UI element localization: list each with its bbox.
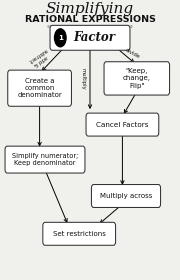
Text: ❊❊❊❊❊❊❊❊❊❊❊❊❊❊❊❊❊❊❊❊❊❊❊❊: ❊❊❊❊❊❊❊❊❊❊❊❊❊❊❊❊❊❊❊❊❊❊❊❊: [46, 25, 134, 29]
Text: add &
subtract: add & subtract: [27, 47, 51, 69]
Text: Factor: Factor: [73, 31, 116, 44]
Text: Cancel Factors: Cancel Factors: [96, 122, 149, 128]
Text: Simplifying: Simplifying: [46, 2, 134, 16]
Text: "Keep,
change,
Flip": "Keep, change, Flip": [123, 68, 151, 89]
FancyBboxPatch shape: [91, 185, 161, 207]
FancyBboxPatch shape: [50, 25, 130, 50]
Text: Multiply across: Multiply across: [100, 193, 152, 199]
Text: Set restrictions: Set restrictions: [53, 231, 106, 237]
Circle shape: [55, 29, 66, 47]
FancyBboxPatch shape: [8, 70, 71, 106]
Text: 1: 1: [58, 35, 63, 41]
Text: RATIONAL EXPRESSIONS: RATIONAL EXPRESSIONS: [24, 15, 156, 24]
Text: Simplify numerator;
Keep denominator: Simplify numerator; Keep denominator: [12, 153, 78, 166]
FancyBboxPatch shape: [5, 146, 85, 173]
FancyBboxPatch shape: [86, 113, 159, 136]
FancyBboxPatch shape: [43, 222, 116, 245]
Text: Create a
common
denominator: Create a common denominator: [17, 78, 62, 99]
FancyBboxPatch shape: [104, 62, 170, 95]
Text: divide: divide: [124, 47, 141, 59]
Text: multiply: multiply: [81, 67, 86, 89]
